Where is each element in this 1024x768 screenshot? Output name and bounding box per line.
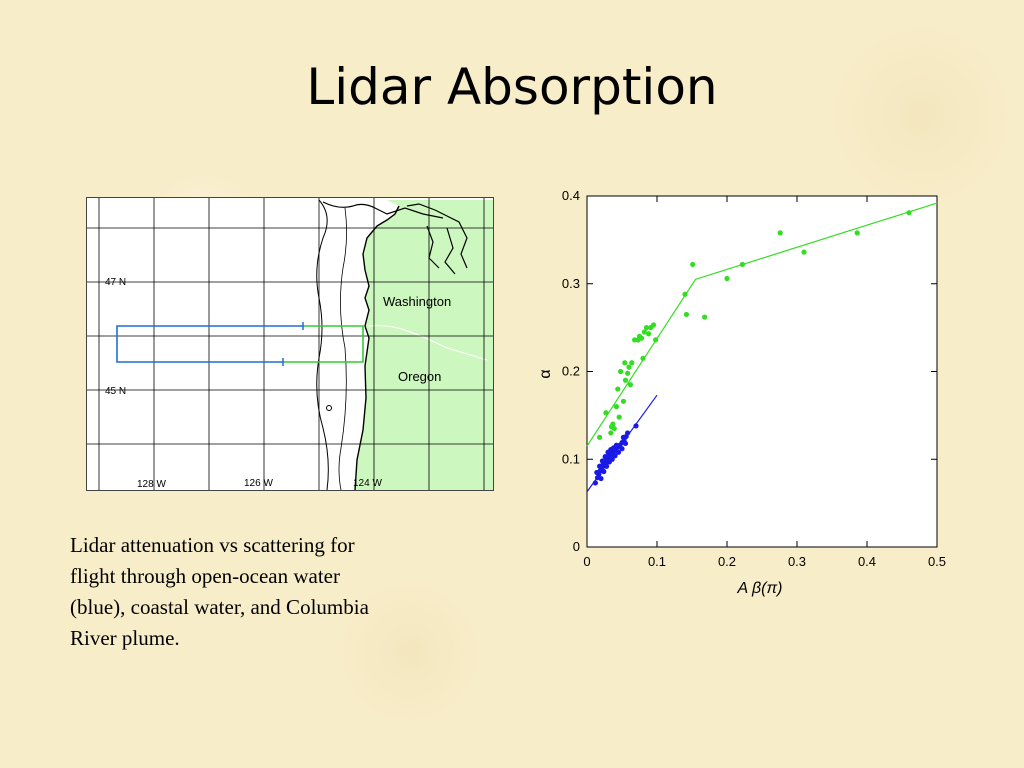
data-point bbox=[622, 377, 629, 383]
y-axis-label: α bbox=[540, 369, 554, 378]
x-tick-label: 0.2 bbox=[718, 554, 736, 569]
flight-track-map: 47 N 45 N 128 W 126 W 124 W Washington O… bbox=[86, 197, 494, 491]
region-label: Oregon bbox=[398, 369, 441, 384]
data-point bbox=[619, 446, 625, 452]
columbia-river bbox=[368, 324, 488, 361]
caption-line: flight through open-ocean water bbox=[70, 564, 340, 588]
y-tick-label: 0.2 bbox=[562, 364, 580, 379]
data-point bbox=[594, 469, 600, 476]
data-point bbox=[683, 311, 689, 318]
flight-track-green bbox=[283, 325, 364, 363]
data-point bbox=[603, 410, 609, 416]
lon-label: 126 W bbox=[244, 478, 273, 489]
data-point bbox=[640, 355, 646, 361]
data-point bbox=[602, 454, 608, 460]
data-point bbox=[646, 331, 652, 337]
region-label: Washington bbox=[383, 294, 451, 309]
caption-line: Lidar attenuation vs scattering for bbox=[70, 533, 355, 557]
depth-contour bbox=[316, 199, 329, 491]
data-point bbox=[626, 364, 632, 370]
data-point bbox=[625, 430, 631, 436]
data-point bbox=[609, 456, 615, 462]
data-point bbox=[627, 382, 633, 388]
x-tick-label: 0.4 bbox=[858, 554, 876, 569]
data-point bbox=[601, 468, 607, 475]
data-point bbox=[629, 360, 635, 366]
data-point bbox=[724, 275, 730, 282]
data-point bbox=[616, 414, 622, 420]
map-grid bbox=[87, 198, 493, 490]
data-point bbox=[592, 480, 598, 486]
data-point bbox=[597, 434, 603, 440]
map-svg: 47 N 45 N 128 W 126 W 124 W Washington O… bbox=[87, 198, 493, 491]
data-point bbox=[702, 314, 708, 320]
data-point bbox=[615, 386, 621, 392]
x-axis-label: A β(π) bbox=[736, 580, 782, 597]
lon-label: 128 W bbox=[137, 479, 166, 490]
data-point bbox=[641, 329, 647, 335]
x-tick-label: 0.5 bbox=[928, 554, 946, 569]
scatter-chart: 0 0.1 0.2 0.3 0.4 0.5 0 0.1 0.2 0.3 0.4 α A β(π) bbox=[537, 182, 960, 602]
data-point bbox=[801, 249, 807, 255]
data-point bbox=[622, 360, 628, 366]
data-point bbox=[610, 421, 616, 427]
land-area bbox=[355, 200, 493, 490]
x-tick-label: 0.1 bbox=[648, 554, 666, 569]
caption-line: River plume. bbox=[70, 626, 180, 650]
data-point bbox=[622, 440, 629, 447]
depth-contour-2 bbox=[338, 207, 347, 491]
data-point bbox=[777, 230, 783, 236]
data-point bbox=[612, 453, 618, 459]
data-point bbox=[690, 261, 696, 268]
y-tick-label: 0 bbox=[573, 539, 580, 554]
data-point bbox=[625, 370, 631, 376]
data-point bbox=[633, 423, 639, 429]
data-point bbox=[854, 230, 860, 236]
lat-label: 45 N bbox=[105, 386, 126, 397]
strait bbox=[322, 201, 468, 275]
lat-label: 47 N bbox=[105, 277, 126, 288]
island-marker bbox=[326, 405, 332, 411]
data-point bbox=[611, 425, 617, 432]
plot-area bbox=[586, 195, 938, 548]
data-point bbox=[650, 322, 657, 328]
data-point bbox=[604, 463, 610, 469]
data-point bbox=[613, 442, 619, 448]
data-point bbox=[599, 458, 605, 464]
data-point bbox=[618, 368, 624, 375]
fit-line-1 bbox=[586, 202, 938, 447]
chart-svg: 0 0.1 0.2 0.3 0.4 0.5 0 0.1 0.2 0.3 0.4 α A β(π) bbox=[537, 188, 946, 597]
data-point bbox=[906, 210, 912, 216]
flight-track-blue bbox=[116, 325, 303, 363]
x-tick-label: 0 bbox=[583, 554, 590, 569]
lon-label: 124 W bbox=[353, 478, 382, 489]
y-tick-label: 0.1 bbox=[562, 451, 580, 466]
data-point bbox=[620, 398, 626, 404]
x-tick-label: 0.3 bbox=[788, 554, 806, 569]
data-point bbox=[643, 325, 650, 331]
data-point bbox=[639, 335, 645, 341]
data-point bbox=[608, 430, 614, 436]
caption-line: (blue), coastal water, and Columbia bbox=[70, 595, 369, 619]
y-tick-label: 0.4 bbox=[562, 188, 580, 203]
data-point bbox=[739, 261, 745, 268]
data-point bbox=[682, 291, 688, 297]
data-point bbox=[613, 404, 619, 410]
data-point bbox=[598, 475, 604, 482]
data-point bbox=[620, 434, 626, 440]
caption: Lidar attenuation vs scattering for flig… bbox=[70, 530, 470, 654]
data-point bbox=[653, 337, 659, 343]
data-point bbox=[597, 463, 603, 469]
slide-title: Lidar Absorption bbox=[306, 58, 718, 116]
coastline bbox=[354, 205, 400, 491]
data-point bbox=[615, 449, 622, 455]
y-tick-label: 0.3 bbox=[562, 276, 580, 291]
